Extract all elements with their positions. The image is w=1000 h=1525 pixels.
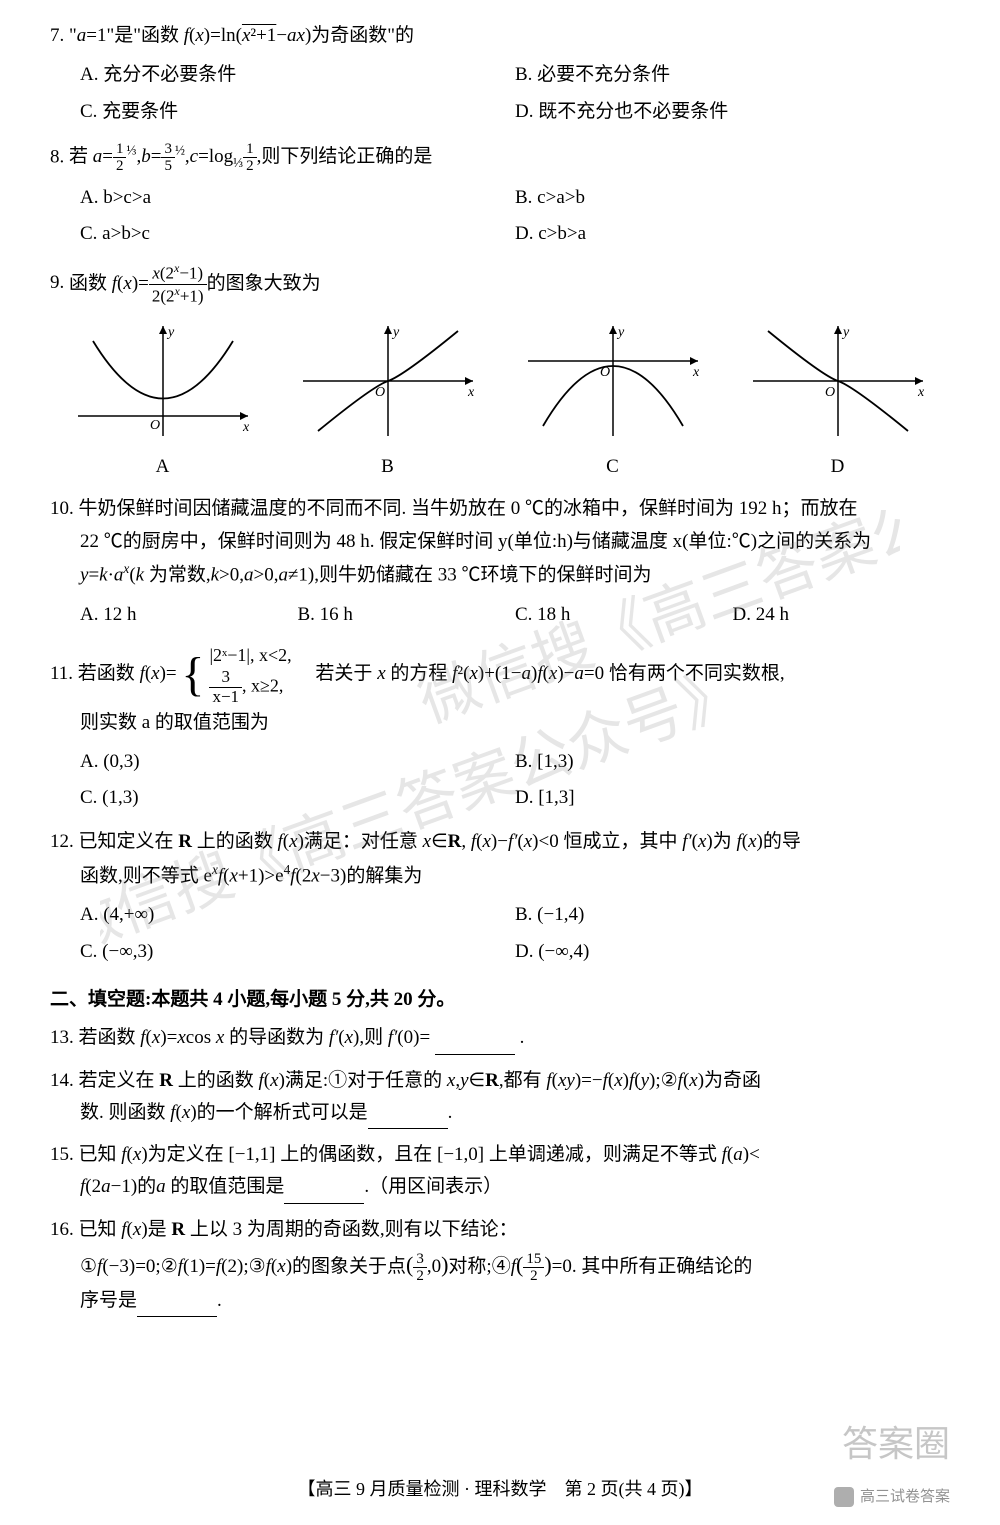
svg-text:O: O <box>825 385 835 400</box>
question-text: 若函数 f(x)= { |2ˣ−1|, x<2, 3x−1, x≥2, 若关于 … <box>78 663 785 684</box>
svg-text:x: x <box>467 385 475 400</box>
graph-label-d: D <box>743 451 933 483</box>
question-number: 16. <box>50 1219 74 1240</box>
blank-16 <box>137 1297 217 1317</box>
blank-14 <box>368 1109 448 1129</box>
option-d: D. c>b>a <box>515 216 950 252</box>
blank-13 <box>435 1035 515 1055</box>
question-text-line2: 函数,则不等式 exf(x+1)>e4f(2x−3)的解集为 <box>80 859 950 893</box>
svg-text:O: O <box>375 385 385 400</box>
svg-text:y: y <box>616 325 625 340</box>
option-c: C. 充要条件 <box>80 94 515 130</box>
option-d: D. [1,3] <box>515 780 950 816</box>
section-2-title: 二、填空题:本题共 4 小题,每小题 5 分,共 20 分。 <box>50 984 950 1016</box>
question-16: 16. 已知 f(x)是 R 上以 3 为周期的奇函数,则有以下结论： ①f(−… <box>50 1214 950 1317</box>
question-14: 14. 若定义在 R 上的函数 f(x)满足:①对于任意的 x,y∈R,都有 f… <box>50 1065 950 1130</box>
question-number: 11. <box>50 663 73 684</box>
graph-label-a: A <box>68 451 258 483</box>
question-text-line2: 22 ℃的厨房中，保鲜时间则为 48 h. 假定保鲜时间 y(单位:h)与储藏温… <box>80 526 950 558</box>
option-b: B. (−1,4) <box>515 897 950 933</box>
question-text-line2: ①f(−3)=0;②f(1)=f(2);③f(x)的图象关于点(32,0)对称;… <box>80 1246 950 1285</box>
graph-d: y x O D <box>743 316 933 483</box>
question-text-line2: 则实数 a 的取值范围为 <box>80 707 950 739</box>
question-text-line2: 数. 则函数 f(x)的一个解析式可以是. <box>80 1097 950 1129</box>
question-text-line1: 牛奶保鲜时间因储藏温度的不同而不同. 当牛奶放在 0 ℃的冰箱中，保鲜时间为 1… <box>79 498 858 519</box>
svg-text:x: x <box>242 420 250 435</box>
option-a: A. 充分不必要条件 <box>80 57 515 93</box>
question-7: 7. "a=1"是"函数 f(x)=ln(x²+1−ax)为奇函数"的 A. 充… <box>50 20 950 130</box>
graph-a: y x O A <box>68 316 258 483</box>
question-number: 9. <box>50 273 64 294</box>
option-a: A. (0,3) <box>80 744 515 780</box>
option-c: C. (1,3) <box>80 780 515 816</box>
question-text-line3: y=k·ax(k 为常数,k>0,a>0,a≠1),则牛奶储藏在 33 ℃环境下… <box>80 558 950 592</box>
option-b: B. [1,3) <box>515 744 950 780</box>
question-text: "a=1"是"函数 f(x)=ln(x²+1−ax)为奇函数"的 <box>69 25 414 46</box>
question-number: 14. <box>50 1070 74 1091</box>
piece-1: |2ˣ−1|, x<2, <box>209 643 291 668</box>
question-number: 15. <box>50 1144 74 1165</box>
question-text-line3: 序号是. <box>80 1285 950 1317</box>
option-c: C. (−∞,3) <box>80 934 515 970</box>
question-text: 若 a=12⅓,b=35½,c=log⅓12,则下列结论正确的是 <box>69 146 432 167</box>
option-c: C. a>b>c <box>80 216 515 252</box>
option-c: C. 18 h <box>515 597 733 633</box>
question-text-line1: 若定义在 R 上的函数 f(x)满足:①对于任意的 x,y∈R,都有 f(xy)… <box>79 1070 762 1091</box>
option-a: A. (4,+∞) <box>80 897 515 933</box>
option-d: D. (−∞,4) <box>515 934 950 970</box>
wechat-icon <box>834 1487 854 1507</box>
question-12: 12. 已知定义在 R 上的函数 f(x)满足：对任意 x∈R, f(x)−f′… <box>50 826 950 970</box>
question-text-line1: 已知 f(x)为定义在 [−1,1] 上的偶函数，且在 [−1,0] 上单调递减… <box>79 1144 760 1165</box>
svg-text:y: y <box>391 325 400 340</box>
page-footer: 【高三 9 月质量检测 · 理科数学 第 2 页(共 4 页)】 <box>50 1474 950 1505</box>
question-number: 10. <box>50 498 74 519</box>
question-number: 12. <box>50 831 74 852</box>
option-a: A. b>c>a <box>80 180 515 216</box>
svg-text:O: O <box>150 418 160 433</box>
question-9: 9. 函数 f(x)=x(2x−1)2(2x+1)的图象大致为 y x O A <box>50 262 950 483</box>
question-number: 8. <box>50 146 64 167</box>
blank-15 <box>284 1184 364 1204</box>
question-text: 函数 f(x)=x(2x−1)2(2x+1)的图象大致为 <box>69 273 321 294</box>
svg-text:x: x <box>917 385 925 400</box>
svg-text:O: O <box>600 365 610 380</box>
logo-main: 答案圈 <box>842 1414 950 1475</box>
question-11: 11. 若函数 f(x)= { |2ˣ−1|, x<2, 3x−1, x≥2, … <box>50 643 950 816</box>
question-text: 若函数 f(x)=xcos x 的导函数为 f′(x),则 f′(0)= <box>79 1027 431 1048</box>
question-text-line1: 已知 f(x)是 R 上以 3 为周期的奇函数,则有以下结论： <box>79 1219 518 1240</box>
option-d: D. 既不充分也不必要条件 <box>515 94 950 130</box>
svg-text:y: y <box>166 325 175 340</box>
piece-2: 3x−1, x≥2, <box>209 668 291 706</box>
graph-c: y x O C <box>518 316 708 483</box>
logo-sub: 高三试卷答案 <box>834 1485 950 1511</box>
svg-text:y: y <box>841 325 850 340</box>
option-b: B. 必要不充分条件 <box>515 57 950 93</box>
logo-sub-text: 高三试卷答案 <box>860 1485 950 1511</box>
question-13: 13. 若函数 f(x)=xcos x 的导函数为 f′(x),则 f′(0)=… <box>50 1022 950 1054</box>
option-b: B. c>a>b <box>515 180 950 216</box>
graph-label-c: C <box>518 451 708 483</box>
question-15: 15. 已知 f(x)为定义在 [−1,1] 上的偶函数，且在 [−1,0] 上… <box>50 1139 950 1204</box>
graph-b: y x O B <box>293 316 483 483</box>
question-text-line2: f(2a−1)的a 的取值范围是.（用区间表示） <box>80 1171 950 1203</box>
question-number: 7. <box>50 25 64 46</box>
question-text-line1: 已知定义在 R 上的函数 f(x)满足：对任意 x∈R, f(x)−f′(x)<… <box>79 831 801 852</box>
svg-text:x: x <box>692 365 700 380</box>
option-b: B. 16 h <box>298 597 516 633</box>
suffix: . <box>520 1027 525 1048</box>
question-8: 8. 若 a=12⅓,b=35½,c=log⅓12,则下列结论正确的是 A. b… <box>50 140 950 253</box>
graph-label-b: B <box>293 451 483 483</box>
option-d: D. 24 h <box>733 597 951 633</box>
option-a: A. 12 h <box>80 597 298 633</box>
graphs-row: y x O A y x O B <box>50 316 950 483</box>
question-10: 10. 牛奶保鲜时间因储藏温度的不同而不同. 当牛奶放在 0 ℃的冰箱中，保鲜时… <box>50 493 950 633</box>
question-number: 13. <box>50 1027 74 1048</box>
